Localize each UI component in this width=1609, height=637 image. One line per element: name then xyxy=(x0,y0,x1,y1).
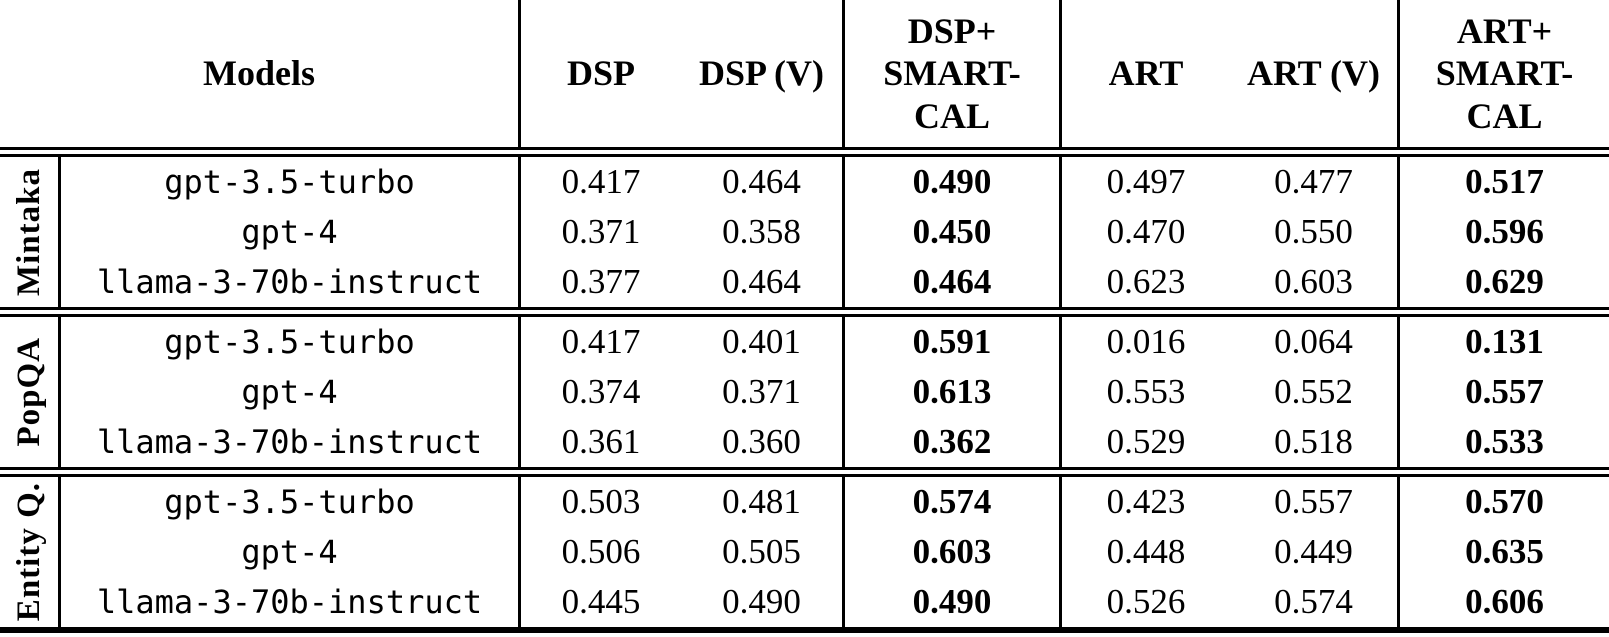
dataset-cell: Mintaka xyxy=(0,157,58,307)
value-dsp-v: 0.490 xyxy=(722,582,801,621)
value-art: 0.526 xyxy=(1106,582,1186,621)
value-dsp-v: 0.505 xyxy=(722,532,801,571)
value-dsp: 0.361 xyxy=(561,422,641,461)
value-art-smartcal: 0.606 xyxy=(1397,577,1609,627)
value-dsp-smartcal: 0.490 xyxy=(842,157,1062,207)
rule-group-separator xyxy=(0,467,1609,477)
value-art: 0.448 xyxy=(1106,532,1186,571)
value-dsp-smartcal: 0.490 xyxy=(842,577,1062,627)
model-name: llama-3-70b-instruct xyxy=(58,577,521,627)
value-dsp: 0.374 xyxy=(561,372,641,411)
value-art-v: 0.518 xyxy=(1274,422,1353,461)
dataset-label-popqa: PopQA xyxy=(10,337,47,447)
value-art-v: 0.557 xyxy=(1274,482,1353,521)
table-header: Models DSP DSP (V) DSP+ SMART- CAL ART A… xyxy=(0,0,1609,147)
value-art-v: 0.550 xyxy=(1274,212,1353,251)
rule-header-separator xyxy=(0,147,1609,157)
column-header-art: ART xyxy=(1108,53,1184,94)
value-dsp-smartcal: 0.362 xyxy=(842,417,1062,467)
value-art: 0.470 xyxy=(1106,212,1186,251)
model-name: gpt-4 xyxy=(58,367,521,417)
value-dsp: 0.503 xyxy=(561,482,641,521)
value-dsp-v: 0.371 xyxy=(722,372,801,411)
value-art-smartcal: 0.570 xyxy=(1397,477,1609,527)
value-art-smartcal: 0.596 xyxy=(1397,207,1609,257)
dataset-cell: PopQA xyxy=(0,317,58,467)
model-name: gpt-4 xyxy=(58,207,521,257)
value-dsp: 0.506 xyxy=(561,532,641,571)
value-art: 0.529 xyxy=(1106,422,1186,461)
value-art: 0.016 xyxy=(1106,322,1186,361)
value-art-smartcal: 0.533 xyxy=(1397,417,1609,467)
model-name: gpt-3.5-turbo xyxy=(58,317,521,367)
value-dsp-v: 0.401 xyxy=(722,322,801,361)
value-dsp-smartcal: 0.591 xyxy=(842,317,1062,367)
group-mintaka: Mintaka gpt-3.5-turbo 0.417 0.464 0.490 … xyxy=(0,157,1609,307)
dataset-label-mintaka: Mintaka xyxy=(10,167,47,296)
value-art-v: 0.449 xyxy=(1274,532,1353,571)
model-name: llama-3-70b-instruct xyxy=(58,417,521,467)
dataset-cell: Entity Q. xyxy=(0,477,58,627)
column-header-art-v: ART (V) xyxy=(1246,53,1381,94)
value-dsp-smartcal: 0.464 xyxy=(842,257,1062,307)
column-header-dsp-v: DSP (V) xyxy=(699,53,824,94)
value-dsp-smartcal: 0.450 xyxy=(842,207,1062,257)
value-dsp-smartcal: 0.613 xyxy=(842,367,1062,417)
value-dsp-v: 0.360 xyxy=(722,422,801,461)
value-art: 0.623 xyxy=(1106,262,1186,301)
value-art-smartcal: 0.635 xyxy=(1397,527,1609,577)
value-art-v: 0.574 xyxy=(1274,582,1353,621)
value-art-v: 0.477 xyxy=(1274,162,1353,201)
value-art: 0.423 xyxy=(1106,482,1186,521)
value-dsp-v: 0.358 xyxy=(722,212,801,251)
value-dsp-smartcal: 0.574 xyxy=(842,477,1062,527)
model-name: gpt-3.5-turbo xyxy=(58,157,521,207)
model-name: llama-3-70b-instruct xyxy=(58,257,521,307)
value-dsp-v: 0.464 xyxy=(722,162,801,201)
value-art-smartcal: 0.557 xyxy=(1397,367,1609,417)
column-header-dsp: DSP xyxy=(566,53,635,94)
value-dsp: 0.377 xyxy=(561,262,641,301)
value-dsp: 0.417 xyxy=(561,162,641,201)
value-art: 0.497 xyxy=(1106,162,1186,201)
value-art-v: 0.064 xyxy=(1274,322,1353,361)
rule-bottom-border xyxy=(0,627,1609,633)
dataset-label-entity-q: Entity Q. xyxy=(10,482,47,622)
rule-group-separator xyxy=(0,307,1609,317)
value-art: 0.553 xyxy=(1106,372,1186,411)
value-dsp: 0.445 xyxy=(561,582,641,621)
value-dsp-v: 0.464 xyxy=(722,262,801,301)
model-name: gpt-4 xyxy=(58,527,521,577)
value-art-smartcal: 0.517 xyxy=(1397,157,1609,207)
value-art-v: 0.552 xyxy=(1274,372,1353,411)
column-header-art-smartcal: ART+ SMART- CAL xyxy=(1397,0,1609,147)
value-art-smartcal: 0.629 xyxy=(1397,257,1609,307)
value-dsp: 0.371 xyxy=(561,212,641,251)
value-art-smartcal: 0.131 xyxy=(1397,317,1609,367)
value-art-v: 0.603 xyxy=(1274,262,1353,301)
column-header-models: Models xyxy=(0,0,521,147)
group-entity-q: Entity Q. gpt-3.5-turbo 0.503 0.481 0.57… xyxy=(0,477,1609,627)
value-dsp: 0.417 xyxy=(561,322,641,361)
group-popqa: PopQA gpt-3.5-turbo 0.417 0.401 0.591 0.… xyxy=(0,317,1609,467)
column-header-dsp-smartcal: DSP+ SMART- CAL xyxy=(842,0,1062,147)
value-dsp-smartcal: 0.603 xyxy=(842,527,1062,577)
value-dsp-v: 0.481 xyxy=(722,482,801,521)
model-name: gpt-3.5-turbo xyxy=(58,477,521,527)
